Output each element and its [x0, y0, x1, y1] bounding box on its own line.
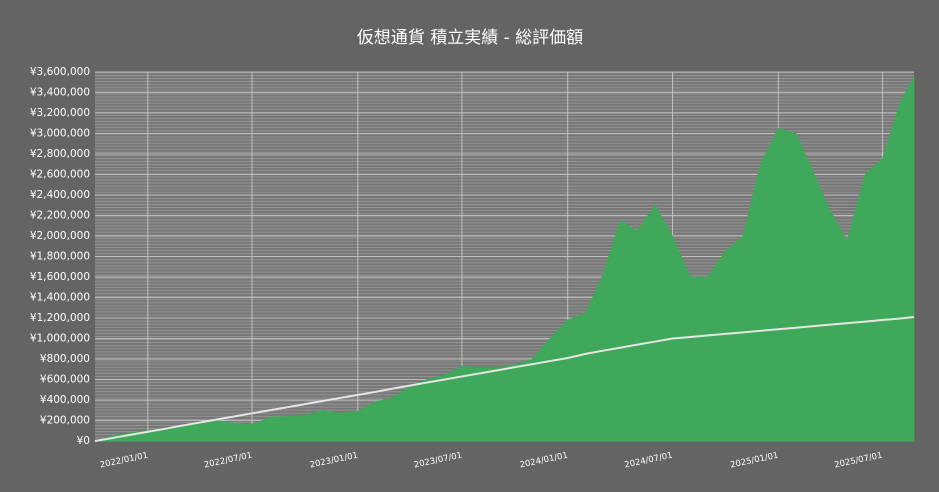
x-tick-label: 2025/01/01: [729, 451, 779, 471]
x-tick-label: 2023/07/01: [413, 451, 463, 471]
y-tick-label: ¥3,600,000: [30, 66, 90, 78]
y-tick-label: ¥800,000: [40, 353, 90, 365]
chart-title: 仮想通貨 積立実績 - 総評価額: [357, 28, 583, 48]
y-tick-label: ¥2,000,000: [30, 230, 90, 242]
y-tick-label: ¥1,000,000: [30, 333, 90, 345]
x-tick-label: 2023/01/01: [309, 451, 359, 471]
y-tick-label: ¥200,000: [40, 415, 90, 427]
y-tick-label: ¥0: [77, 435, 90, 447]
x-tick-label: 2022/07/01: [203, 451, 253, 471]
line: [94, 315, 915, 442]
x-tick-label: 2024/01/01: [519, 451, 569, 471]
y-tick-label: ¥1,600,000: [30, 271, 90, 283]
y-tick-label: ¥2,800,000: [30, 148, 90, 160]
y-tick-label: ¥2,600,000: [30, 169, 90, 181]
y-tick-label: ¥3,400,000: [30, 87, 90, 99]
y-tick-label: ¥3,000,000: [30, 128, 90, 140]
x-tick-label: 2024/07/01: [624, 451, 674, 471]
y-tick-label: ¥3,200,000: [30, 107, 90, 119]
y-tick-label: ¥600,000: [40, 374, 90, 386]
y-tick-label: ¥1,800,000: [30, 251, 90, 263]
y-tick-label: ¥400,000: [40, 394, 90, 406]
area: [94, 76, 915, 442]
x-tick-label: 2025/07/01: [834, 451, 884, 471]
y-tick-label: ¥2,400,000: [30, 189, 90, 201]
x-tick-label: 2022/01/01: [99, 451, 149, 471]
y-tick-label: ¥1,400,000: [30, 292, 90, 304]
y-tick-label: ¥1,200,000: [30, 312, 90, 324]
y-tick-label: ¥2,200,000: [30, 210, 90, 222]
